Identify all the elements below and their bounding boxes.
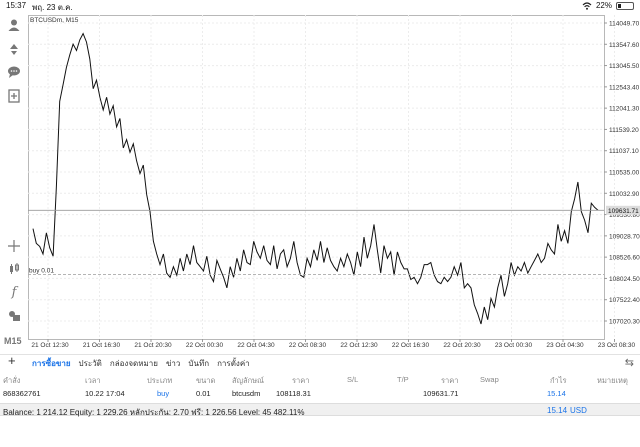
y-tick-label: 112543.40 (609, 84, 640, 91)
column-header-11: หมายเหตุ (597, 376, 628, 385)
y-tick-label: 112041.30 (609, 106, 640, 113)
profit-value: 15.14 (547, 389, 566, 398)
chart-title: BTCUSDm, M15 (30, 17, 79, 24)
status-bar: 15:37 พฤ. 23 ต.ค. 22% (0, 0, 640, 13)
y-tick-label: 113045.50 (609, 63, 640, 70)
function-icon[interactable]: f (11, 284, 17, 300)
crosshair-icon[interactable] (5, 237, 23, 255)
y-tick-label: 111037.10 (609, 148, 639, 155)
tab-4[interactable]: บันทึก (188, 359, 210, 368)
user-icon[interactable] (5, 16, 23, 34)
chart-frame (28, 15, 605, 340)
tab-5[interactable]: การตั้งค่า (217, 359, 250, 368)
table-row[interactable]: 868362761 10.22 17:04 buy 0.01 btcusdm 1… (0, 389, 640, 401)
y-tick-label: 110535.00 (609, 170, 640, 177)
chat-icon[interactable] (5, 63, 23, 81)
y-tick-label: 111539.20 (609, 127, 639, 134)
tab-list: การซื้อขาย ประวัติ กล่องจดหมาย ข่าว บันทึก กา… (32, 357, 250, 370)
x-tick-label: 21 Oct 16:30 (83, 342, 121, 348)
current-price-label: 109631.71 (608, 208, 639, 215)
x-tick-label: 22 Oct 16:30 (392, 342, 430, 348)
tab-1[interactable]: ประวัติ (78, 359, 102, 368)
x-tick-label: 23 Oct 04:30 (546, 342, 584, 348)
y-tick-label: 107020.30 (609, 319, 640, 326)
column-header-8: ราคา (441, 376, 459, 385)
x-tick-label: 22 Oct 12:30 (340, 342, 378, 348)
x-tick-label: 22 Oct 08:30 (289, 342, 327, 348)
column-header-5: ราคา (292, 376, 310, 385)
timeframe-label[interactable]: M15 (4, 336, 22, 346)
x-tick-label: 22 Oct 20:30 (443, 342, 481, 348)
balance-bar: Balance: 1 214.12 Equity: 1 229.26 หลักป… (0, 403, 640, 417)
y-tick-label: 110032.90 (609, 191, 640, 198)
bottom-tab-bar: + การซื้อขาย ประวัติ กล่องจดหมาย ข่าว บันทึก… (0, 353, 640, 370)
column-header-9: Swap (480, 375, 499, 384)
column-header-3: ขนาด (196, 376, 216, 385)
x-tick-label: 22 Oct 04:30 (237, 342, 275, 348)
new-order-icon[interactable] (5, 87, 23, 105)
order-volume: 0.01 (196, 389, 211, 398)
y-tick-label: 114049.70 (609, 21, 640, 28)
order-type: buy (157, 389, 170, 398)
y-tick-label: 107522.40 (609, 297, 640, 304)
open-price: 108118.31 (276, 389, 311, 398)
column-header-1: เวลา (85, 376, 101, 385)
balance-profit: 15.14 (547, 406, 568, 415)
order-id: 868362761 (3, 389, 41, 398)
balance-currency: USD (570, 406, 587, 415)
balance-text: Balance: 1 214.12 Equity: 1 229.26 หลักป… (3, 408, 305, 417)
order-symbol: btcusdm (232, 389, 261, 398)
column-header-7: T/P (397, 375, 409, 384)
tab-2[interactable]: กล่องจดหมาย (109, 359, 158, 368)
y-tick-label: 108024.50 (609, 276, 640, 283)
status-date: พฤ. 23 ต.ค. (32, 3, 73, 12)
candles-icon[interactable] (5, 260, 23, 278)
x-tick-label: 22 Oct 00:30 (186, 342, 224, 348)
terminal-toggle-icon[interactable]: ⇆ (624, 357, 634, 369)
x-tick-label: 23 Oct 08:30 (598, 342, 636, 348)
price-line (32, 32, 599, 325)
x-tick-label: 21 Oct 12:30 (31, 342, 69, 348)
column-header-2: ประเภท (147, 376, 173, 385)
battery-percent: 22% (595, 1, 612, 10)
chart-svg[interactable]: 114049.70 113547.60 113045.50 112543.40 1120… (28, 13, 640, 349)
current-price: 109631.71 (423, 389, 459, 398)
swap-icon[interactable] (5, 40, 23, 58)
x-tick-label: 21 Oct 20:30 (134, 342, 172, 348)
x-tick-label: 23 Oct 00:30 (495, 342, 533, 348)
add-icon[interactable]: + (8, 353, 16, 368)
wifi-icon (582, 1, 592, 10)
tab-0[interactable]: การซื้อขาย (32, 359, 71, 368)
price-chart[interactable]: 114049.70 113547.60 113045.50 112543.40 1120… (28, 13, 640, 349)
column-header-0: คำสั่ง (3, 376, 21, 385)
y-tick-label: 109028.70 (609, 233, 640, 240)
objects-icon[interactable] (5, 307, 23, 325)
y-tick-label: 113547.60 (609, 42, 640, 49)
position-label: buy 0.01 (29, 267, 54, 274)
left-toolbar: f (0, 13, 28, 348)
status-time: 15:37 (6, 1, 27, 10)
column-header-10: กำไร (550, 376, 567, 385)
column-header-4: สัญลักษณ์ (232, 376, 265, 385)
column-header-6: S/L (347, 375, 359, 384)
y-tick-label: 109530.80 (609, 212, 640, 219)
positions-table-header: คำสั่ง เวลา ประเภท ขนาด สัญลักษณ์ ราคา S/L T/P ร… (0, 375, 640, 387)
order-time: 10.22 17:04 (85, 389, 125, 398)
y-tick-label: 108526.60 (609, 255, 640, 262)
tab-3[interactable]: ข่าว (165, 359, 181, 368)
current-price-label-bg (606, 205, 640, 215)
battery-icon (616, 1, 634, 10)
